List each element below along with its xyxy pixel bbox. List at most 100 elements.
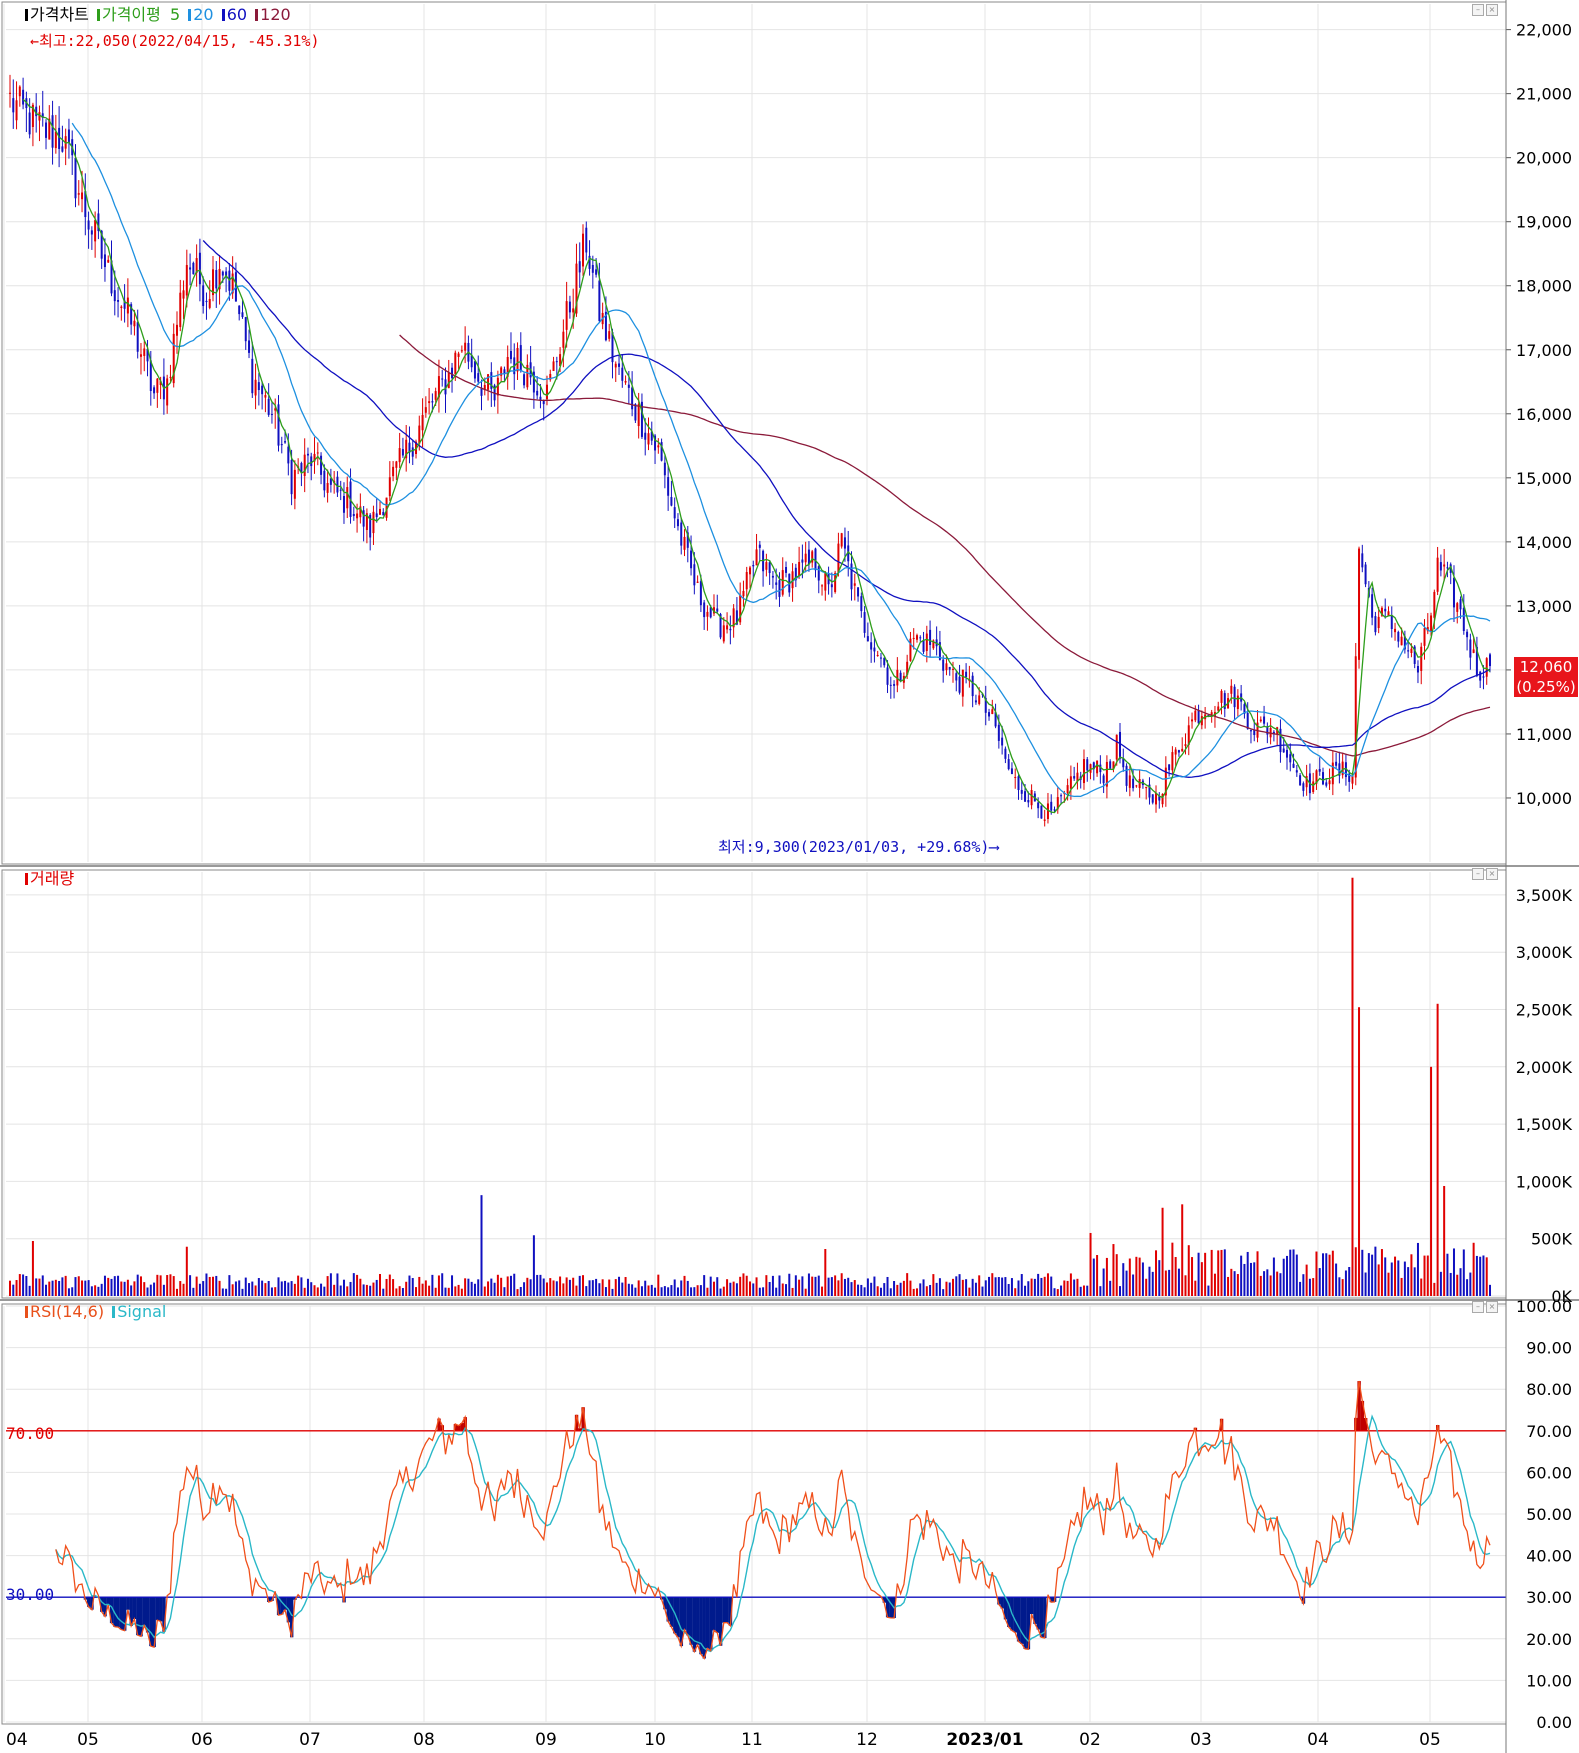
price-panel-controls[interactable]: – ×: [1470, 4, 1498, 16]
volume-bar: [1089, 1232, 1092, 1296]
volume-bar: [25, 1276, 28, 1296]
x-tick-label: 12: [856, 1730, 878, 1750]
candle-body: [166, 378, 169, 406]
volume-panel-controls[interactable]: – ×: [1470, 868, 1498, 880]
volume-bar: [559, 1276, 562, 1296]
close-icon[interactable]: ×: [1486, 868, 1498, 880]
candle-body: [942, 659, 945, 671]
volume-bar: [1024, 1285, 1027, 1296]
volume-bar: [61, 1277, 64, 1296]
volume-bar: [336, 1273, 339, 1296]
candle-body: [1318, 769, 1321, 772]
volume-bar: [788, 1273, 791, 1296]
volume-bar: [9, 1280, 11, 1296]
volume-bar: [1132, 1274, 1135, 1296]
volume-bar: [153, 1282, 156, 1296]
candle-body: [801, 559, 804, 563]
volume-bar: [853, 1280, 856, 1296]
volume-bar: [1187, 1245, 1190, 1296]
candle-body: [680, 522, 683, 546]
volume-bar: [487, 1281, 490, 1296]
signal-line: [55, 1414, 1491, 1653]
candle-body: [1040, 805, 1043, 819]
rsi-oversold-fill: [162, 1597, 166, 1632]
volume-bar: [568, 1279, 571, 1296]
candle-body: [284, 441, 287, 443]
candle-body: [1236, 695, 1239, 709]
candle-body: [552, 361, 555, 371]
volume-bar: [1292, 1249, 1295, 1296]
rsi-oversold-fill: [126, 1597, 130, 1610]
rsi-oversold-fill: [116, 1597, 120, 1628]
volume-bar: [1230, 1268, 1233, 1296]
volume-bar: [1469, 1272, 1472, 1296]
minimize-icon[interactable]: –: [1472, 868, 1484, 880]
volume-bar: [1184, 1275, 1187, 1296]
candle-body: [28, 112, 31, 135]
price-tick-label: 19,000: [1516, 213, 1572, 232]
x-tick-label: 08: [413, 1730, 435, 1750]
volume-bar: [781, 1283, 784, 1296]
volume-bar: [866, 1278, 869, 1296]
candle-body: [451, 367, 454, 379]
volume-bar: [1076, 1278, 1079, 1296]
candle-body: [254, 379, 257, 396]
candle-body: [346, 487, 349, 509]
x-tick-label: 02: [1079, 1730, 1101, 1750]
volume-bar: [1099, 1286, 1102, 1296]
legend-price-chart: 가격차트: [30, 5, 89, 24]
candle-body: [945, 663, 948, 671]
volume-bar: [1148, 1266, 1151, 1296]
minimize-icon[interactable]: –: [1472, 4, 1484, 16]
close-icon[interactable]: ×: [1486, 1301, 1498, 1313]
rsi-oversold-fill: [718, 1597, 723, 1646]
x-tick-label: 07: [299, 1730, 321, 1750]
volume-bar: [627, 1283, 630, 1296]
candle-body: [303, 454, 306, 477]
candle-body: [732, 608, 735, 628]
volume-bar: [516, 1289, 519, 1296]
candle-body: [1060, 795, 1063, 797]
candle-body: [729, 628, 732, 631]
volume-bar: [807, 1273, 810, 1296]
candle-body: [991, 709, 994, 715]
volume-bar: [1017, 1280, 1020, 1296]
volume-bar: [123, 1281, 126, 1296]
candle-body: [1102, 775, 1105, 784]
volume-bar: [709, 1276, 712, 1296]
candle-body: [313, 453, 316, 462]
volume-bar: [1168, 1269, 1171, 1296]
candle-body: [1187, 725, 1190, 746]
candle-body: [431, 401, 434, 403]
volume-bar: [395, 1288, 398, 1296]
volume-bar: [1466, 1279, 1469, 1296]
volume-bar: [133, 1281, 136, 1296]
candle-body: [523, 374, 526, 386]
candle-body: [1400, 636, 1403, 646]
candle-body: [496, 377, 499, 396]
candle-body: [1056, 797, 1059, 810]
volume-bar: [1096, 1255, 1099, 1296]
candle-body: [1485, 658, 1488, 677]
price-tick-label: 22,000: [1516, 21, 1572, 40]
volume-bar: [1138, 1257, 1141, 1296]
rsi-oversold-fill: [109, 1597, 114, 1624]
rsi-oversold-fill: [669, 1597, 674, 1627]
rsi-oversold-fill: [705, 1597, 710, 1649]
volume-bar: [601, 1279, 604, 1296]
candle-body: [873, 647, 876, 652]
volume-bar: [1331, 1250, 1334, 1296]
volume-bar: [100, 1283, 103, 1296]
rsi-panel-controls[interactable]: – ×: [1470, 1301, 1498, 1313]
candle-body: [1092, 762, 1095, 770]
close-icon[interactable]: ×: [1486, 4, 1498, 16]
minimize-icon[interactable]: –: [1472, 1301, 1484, 1313]
volume-bar: [300, 1277, 303, 1296]
volume-bar: [644, 1280, 647, 1296]
volume-bar: [771, 1275, 774, 1296]
candle-body: [961, 669, 964, 697]
candle-body: [35, 106, 38, 117]
volume-bar: [418, 1276, 421, 1296]
volume-bar: [1374, 1246, 1377, 1296]
